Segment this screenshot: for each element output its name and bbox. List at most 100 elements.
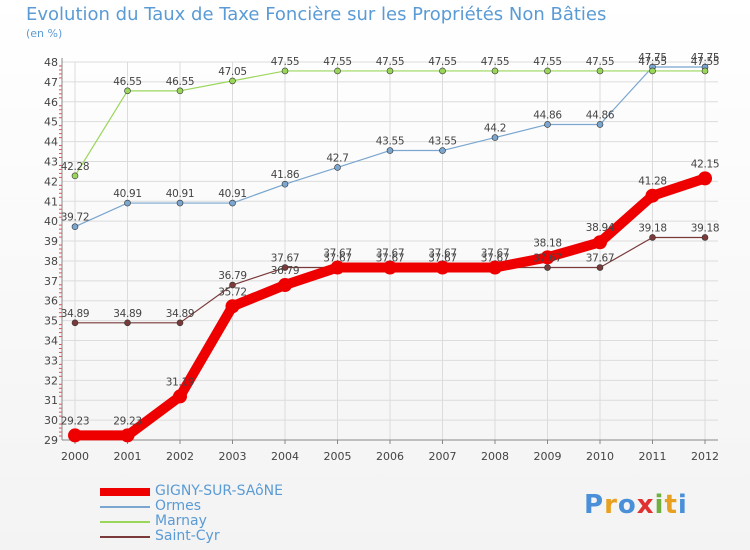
y-tick-label: 34 [44, 335, 58, 348]
data-point [281, 264, 289, 271]
y-tick-label: 43 [44, 155, 58, 168]
data-point [225, 299, 240, 314]
data-point [491, 134, 499, 141]
data-label: 34.89 [166, 308, 195, 320]
data-label: 43.55 [428, 136, 457, 148]
y-tick-label: 44 [44, 136, 58, 149]
data-label: 36.79 [271, 265, 300, 277]
x-tick-label: 2009 [534, 450, 562, 463]
data-label: 47.75 [691, 52, 720, 64]
series-marnay [71, 67, 709, 180]
x-tick-label: 2012 [691, 450, 719, 463]
y-tick-label: 37 [44, 275, 58, 288]
x-tick-label: 2003 [219, 450, 247, 463]
data-point [544, 121, 551, 128]
data-label: 39.18 [638, 222, 667, 234]
y-tick-label: 46 [44, 96, 58, 109]
logo-letter: r [604, 490, 618, 520]
x-tick-label: 2008 [481, 450, 509, 463]
data-point [229, 199, 236, 207]
legend-swatch [100, 506, 150, 508]
proxiti-logo: Proxiti [584, 490, 688, 520]
data-point [71, 319, 79, 327]
data-point [435, 260, 450, 275]
data-label: 47.55 [691, 56, 720, 68]
data-label: 37.67 [533, 253, 562, 265]
data-label: 31.19 [166, 376, 195, 388]
logo-letter: P [584, 490, 605, 520]
series-layer [68, 63, 712, 443]
data-label: 42.28 [61, 161, 90, 173]
data-label: 41.86 [271, 169, 300, 181]
data-label: 36.79 [218, 270, 247, 282]
data-label: 35.72 [218, 286, 247, 298]
data-label: 29.23 [113, 415, 142, 427]
data-label: 37.67 [481, 253, 510, 265]
logo-letter: i [654, 490, 665, 520]
data-label: 42.15 [691, 158, 720, 170]
data-label: 46.55 [113, 76, 142, 88]
logo-letter: i [677, 490, 688, 520]
x-tick-label: 2000 [61, 450, 89, 463]
data-label: 38.94 [586, 222, 615, 234]
data-point [68, 428, 82, 443]
data-point [334, 67, 341, 75]
data-point [439, 67, 446, 75]
data-label: 37.67 [271, 253, 300, 265]
data-point [698, 171, 712, 186]
data-point [176, 199, 184, 207]
data-point [596, 264, 604, 271]
data-label: 40.91 [166, 188, 195, 200]
legend-swatch [100, 488, 150, 496]
x-tick-label: 2010 [586, 450, 614, 463]
data-point [544, 264, 551, 271]
legend-label: Ormes [155, 498, 202, 514]
data-label: 43.55 [376, 136, 405, 148]
data-label: 37.67 [428, 253, 457, 265]
x-tick-label: 2001 [114, 450, 142, 463]
data-label: 47.05 [218, 66, 247, 78]
data-point [596, 121, 604, 128]
data-label: 34.89 [61, 308, 90, 320]
legend-label: Marnay [155, 513, 207, 529]
data-point [229, 77, 236, 85]
y-tick-label: 29 [44, 434, 58, 447]
data-point [124, 87, 131, 95]
data-label: 37.67 [481, 248, 510, 260]
y-tick-label: 38 [44, 255, 58, 268]
data-point [173, 389, 187, 404]
data-label: 37.67 [323, 253, 352, 265]
data-label: 41.28 [638, 176, 667, 188]
legend-label: GIGNY-SUR-SAôNE [155, 483, 283, 499]
data-point [701, 67, 709, 75]
axes: 29 30 31 32 33 34 35 36 37 38 39 40 41 42 43 44 45 46 47 48… [44, 56, 719, 463]
logo-letter: o [617, 490, 637, 520]
data-point [330, 260, 345, 275]
chart-subtitle: (en %) [26, 27, 63, 40]
data-label: 38.18 [533, 237, 562, 249]
data-label: 39.18 [691, 222, 720, 234]
data-label: 37.67 [323, 248, 352, 260]
x-tick-label: 2004 [271, 450, 299, 463]
series-ormes [71, 63, 709, 231]
x-tick-label: 2002 [166, 450, 194, 463]
x-tick-label: 2005 [324, 450, 352, 463]
x-tick-label: 2011 [639, 450, 667, 463]
logo-letter: t [664, 490, 678, 520]
data-point [281, 180, 289, 188]
x-tick-label: 2006 [376, 450, 404, 463]
y-tick-label: 47 [44, 76, 58, 89]
x-tick-label: 2007 [429, 450, 457, 463]
data-label: 42.7 [326, 152, 348, 164]
data-label: 47.55 [481, 56, 510, 68]
legend-label: Saint-Cyr [155, 528, 220, 544]
data-point [278, 278, 292, 293]
data-point [71, 223, 79, 231]
data-point [593, 235, 607, 250]
logo-letter: x [636, 490, 655, 520]
line-chart: 29 30 31 32 33 34 35 36 37 38 39 40 41 42 43 44 45 46 47 48… [44, 52, 720, 463]
data-label: 47.55 [533, 56, 562, 68]
data-label: 37.67 [586, 253, 615, 265]
legend-swatch [100, 536, 150, 538]
